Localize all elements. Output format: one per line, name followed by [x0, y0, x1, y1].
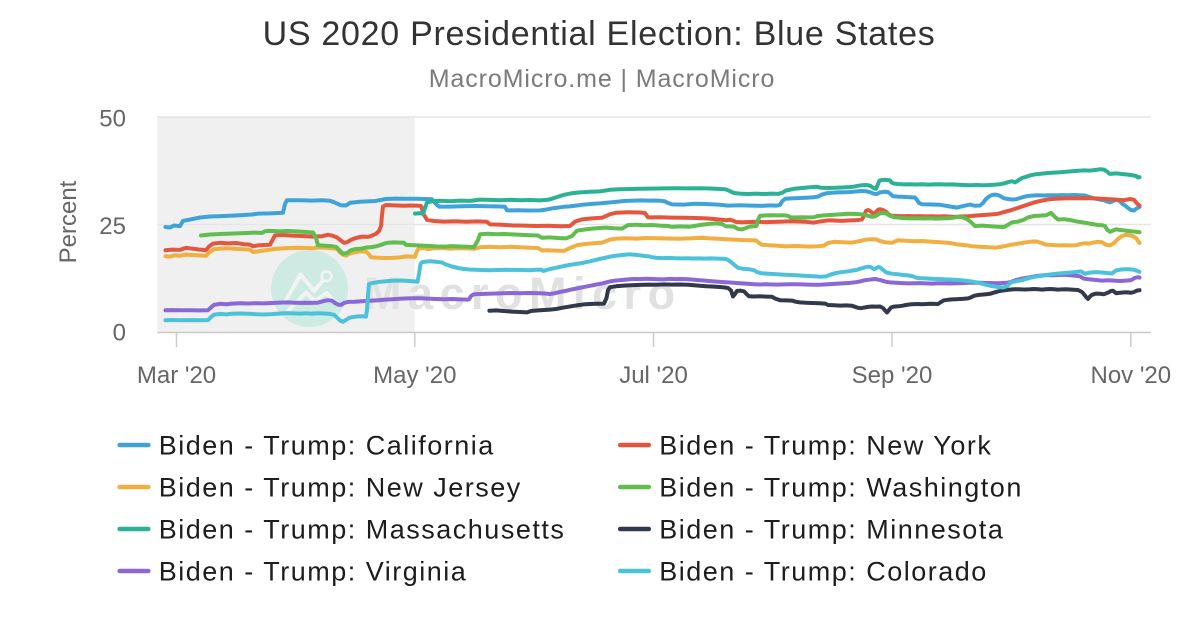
svg-text:Sep '20: Sep '20: [852, 362, 933, 389]
svg-text:Biden - Trump: Minnesota: Biden - Trump: Minnesota: [659, 515, 1004, 545]
svg-text:Biden - Trump: California: Biden - Trump: California: [159, 431, 495, 461]
svg-text:50: 50: [99, 106, 126, 133]
svg-text:Biden - Trump: Colorado: Biden - Trump: Colorado: [659, 557, 988, 587]
svg-text:MacroMicro.me | MacroMicro: MacroMicro.me | MacroMicro: [429, 65, 776, 93]
svg-text:US 2020 Presidential Election:: US 2020 Presidential Election: Blue Stat…: [263, 15, 936, 53]
svg-text:Biden - Trump: New Jersey: Biden - Trump: New Jersey: [159, 473, 522, 503]
svg-text:Nov '20: Nov '20: [1090, 362, 1171, 389]
svg-text:0: 0: [113, 320, 126, 347]
svg-text:Biden - Trump: Massachusetts: Biden - Trump: Massachusetts: [159, 515, 566, 545]
svg-text:Mar '20: Mar '20: [137, 362, 216, 389]
svg-text:May '20: May '20: [373, 362, 456, 389]
svg-text:Percent: Percent: [55, 180, 82, 263]
svg-text:Jul '20: Jul '20: [619, 362, 688, 389]
svg-text:Biden - Trump: Washington: Biden - Trump: Washington: [659, 473, 1023, 503]
svg-text:Biden - Trump: New York: Biden - Trump: New York: [659, 431, 992, 461]
svg-text:25: 25: [99, 213, 126, 240]
svg-text:Biden - Trump: Virginia: Biden - Trump: Virginia: [159, 557, 468, 587]
